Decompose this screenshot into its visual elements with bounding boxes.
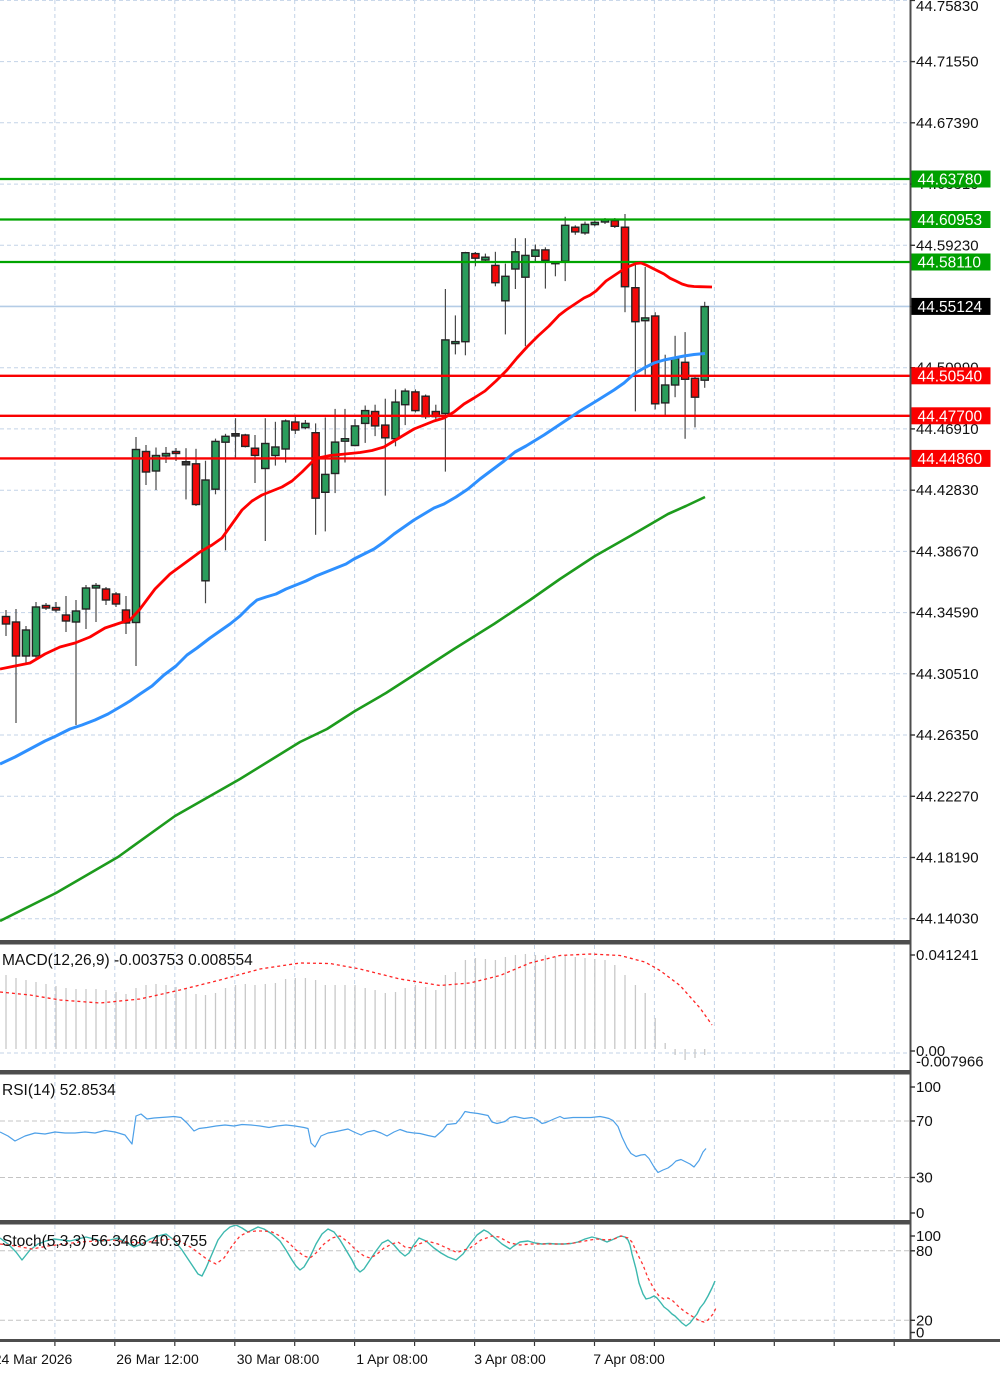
- svg-text:44.46910: 44.46910: [916, 421, 979, 438]
- svg-text:0: 0: [916, 1325, 924, 1342]
- svg-text:44.75830: 44.75830: [916, 0, 979, 15]
- svg-text:44.22270: 44.22270: [916, 788, 979, 805]
- svg-text:44.71550: 44.71550: [916, 54, 979, 71]
- svg-text:100: 100: [916, 1079, 941, 1096]
- svg-text:0.00: 0.00: [916, 1043, 945, 1060]
- svg-text:44.38670: 44.38670: [916, 543, 979, 560]
- svg-text:20: 20: [916, 1312, 933, 1329]
- svg-text:RSI(14) 52.8534: RSI(14) 52.8534: [2, 1082, 116, 1099]
- svg-text:44.55124: 44.55124: [918, 299, 983, 316]
- svg-text:44.50540: 44.50540: [918, 368, 983, 385]
- svg-text:44.42830: 44.42830: [916, 482, 979, 499]
- svg-text:44.34590: 44.34590: [916, 605, 979, 622]
- svg-text:44.26350: 44.26350: [916, 727, 979, 744]
- svg-text:80: 80: [916, 1243, 933, 1260]
- svg-text:0: 0: [916, 1205, 924, 1222]
- svg-text:44.58110: 44.58110: [918, 255, 982, 272]
- svg-text:44.59230: 44.59230: [916, 237, 979, 254]
- svg-text:Stoch(5,3,3) 56.3466 40.9755: Stoch(5,3,3) 56.3466 40.9755: [2, 1233, 207, 1250]
- svg-text:3 Apr 08:00: 3 Apr 08:00: [474, 1351, 546, 1367]
- svg-text:44.60953: 44.60953: [918, 212, 983, 229]
- svg-text:30: 30: [916, 1170, 933, 1187]
- svg-text:44.47700: 44.47700: [918, 408, 983, 425]
- svg-text:24 Mar 2026: 24 Mar 2026: [0, 1351, 73, 1367]
- svg-text:26 Mar 12:00: 26 Mar 12:00: [116, 1351, 199, 1367]
- svg-text:30 Mar 08:00: 30 Mar 08:00: [237, 1351, 320, 1367]
- svg-text:1 Apr 08:00: 1 Apr 08:00: [356, 1351, 428, 1367]
- svg-text:MACD(12,26,9) -0.003753 0.0085: MACD(12,26,9) -0.003753 0.008554: [2, 952, 253, 969]
- svg-text:44.30510: 44.30510: [916, 666, 979, 683]
- svg-text:0.041241: 0.041241: [916, 947, 979, 964]
- svg-text:44.44860: 44.44860: [918, 451, 983, 468]
- svg-text:44.18190: 44.18190: [916, 849, 979, 866]
- svg-text:100: 100: [916, 1228, 941, 1245]
- svg-text:7 Apr 08:00: 7 Apr 08:00: [593, 1351, 665, 1367]
- svg-text:44.14030: 44.14030: [916, 911, 979, 928]
- svg-text:44.63780: 44.63780: [918, 172, 983, 189]
- svg-text:-0.007966: -0.007966: [916, 1054, 984, 1071]
- svg-text:44.67390: 44.67390: [916, 115, 979, 132]
- svg-text:70: 70: [916, 1113, 933, 1130]
